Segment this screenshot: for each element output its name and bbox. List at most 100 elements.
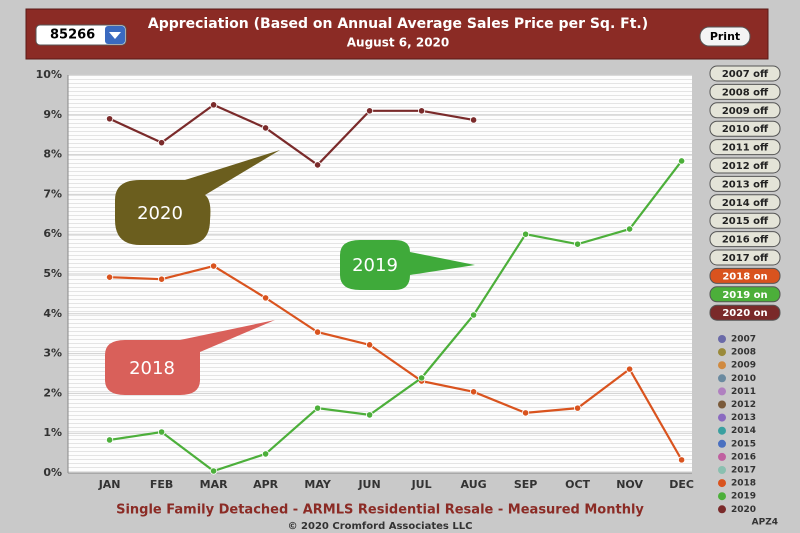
legend-label: 2009	[731, 361, 756, 371]
legend-label: 2012	[731, 400, 756, 410]
callout	[340, 240, 475, 290]
y-tick-label: 0%	[43, 466, 62, 479]
callout-label: 2018	[129, 358, 175, 379]
legend-dot	[718, 374, 726, 383]
toggle-button[interactable]	[709, 120, 781, 137]
toggle-button[interactable]	[709, 83, 781, 100]
data-point	[521, 230, 530, 238]
data-point	[210, 101, 218, 109]
legend-dot	[718, 466, 726, 474]
x-tick-label: FEB	[150, 478, 173, 491]
legend-dot	[718, 348, 726, 357]
toggle-button[interactable]	[709, 139, 781, 156]
toggle-label: 2015 off	[722, 216, 769, 227]
legend-label: 2013	[731, 413, 756, 423]
data-point	[261, 450, 270, 458]
chart-code: APZ4	[752, 518, 778, 528]
legend-label: 2019	[731, 492, 756, 502]
data-point	[261, 124, 270, 132]
data-point	[210, 467, 218, 475]
header	[25, 8, 769, 60]
data-point	[313, 404, 322, 412]
legend-label: 2010	[731, 374, 756, 384]
y-tick-label: 6%	[43, 227, 62, 240]
toggle-button[interactable]	[709, 267, 781, 284]
data-point	[313, 328, 322, 336]
toggle-label: 2009 off	[722, 106, 769, 117]
legend-label: 2017	[731, 466, 756, 476]
legend-dot	[718, 413, 726, 422]
x-tick-label: JUN	[357, 478, 380, 491]
data-point	[469, 311, 478, 319]
legend-label: 2014	[731, 426, 756, 436]
legend-label: 2015	[731, 439, 756, 449]
data-point	[365, 411, 374, 419]
toggle-button[interactable]	[709, 286, 781, 303]
legend-dot	[718, 492, 726, 501]
y-tick-label: 10%	[36, 68, 62, 81]
legend-dot	[718, 387, 726, 396]
legend-label: 2016	[731, 452, 756, 462]
data-point	[417, 374, 426, 382]
toggle-button[interactable]	[709, 194, 781, 211]
y-tick-label: 8%	[43, 148, 62, 161]
data-point	[417, 107, 426, 115]
toggle-button[interactable]	[709, 304, 781, 321]
legend-dot	[718, 439, 726, 448]
legend-label: 2007	[731, 335, 756, 345]
toggle-button[interactable]	[709, 231, 781, 248]
print-button[interactable]	[699, 26, 751, 47]
callout	[105, 320, 275, 395]
toggle-button[interactable]	[709, 175, 781, 192]
legend-dot	[718, 361, 726, 370]
legend-dot	[718, 400, 726, 409]
zip-select[interactable]	[35, 24, 127, 46]
data-point	[521, 409, 530, 417]
x-tick-label: JAN	[98, 478, 121, 491]
data-point	[106, 115, 114, 123]
toggle-button[interactable]	[709, 212, 781, 229]
toggle-button[interactable]	[709, 65, 781, 82]
toggle-button[interactable]	[709, 102, 781, 119]
toggle-label: 2012 off	[722, 161, 769, 172]
y-tick-label: 5%	[43, 267, 62, 280]
legend-label: 2020	[731, 505, 756, 515]
data-point	[677, 157, 686, 165]
data-point	[158, 275, 166, 283]
data-point	[210, 262, 218, 270]
legend-dot	[718, 335, 726, 343]
x-tick-label: JUL	[411, 478, 432, 491]
callout	[115, 150, 280, 245]
data-point	[106, 436, 114, 444]
toggle-label: 2016 off	[722, 235, 769, 246]
data-point	[625, 225, 634, 233]
series-line	[109, 160, 683, 473]
toggle-label: 2007 off	[722, 69, 769, 80]
data-point	[573, 404, 582, 412]
toggle-label: 2010 off	[722, 124, 769, 135]
toggle-label: 2011 off	[722, 143, 769, 154]
legend-dot	[718, 426, 726, 435]
toggle-button[interactable]	[709, 157, 781, 174]
y-tick-label: 4%	[43, 307, 62, 320]
toggle-label: 2018 on	[722, 271, 767, 282]
chart-title: Appreciation (Based on Annual Average Sa…	[148, 16, 648, 32]
callout-label: 2020	[137, 203, 183, 224]
x-tick-label: APR	[253, 478, 279, 491]
legend-label: 2008	[731, 348, 756, 358]
toggle-label: 2019 on	[722, 290, 767, 301]
y-tick-label: 7%	[43, 187, 62, 200]
data-point	[158, 428, 166, 436]
legend-label: 2018	[731, 479, 756, 489]
legend-dot	[718, 452, 726, 461]
x-tick-label: MAR	[200, 478, 228, 491]
legend-dot	[718, 479, 726, 488]
footer-title: Single Family Detached - ARMLS Residenti…	[116, 503, 644, 518]
toggle-button[interactable]	[709, 249, 781, 266]
data-point	[158, 139, 166, 147]
x-tick-label: NOV	[616, 478, 643, 491]
y-tick-label: 1%	[43, 426, 62, 439]
legend-dot	[718, 505, 726, 514]
y-tick-label: 2%	[43, 386, 62, 399]
